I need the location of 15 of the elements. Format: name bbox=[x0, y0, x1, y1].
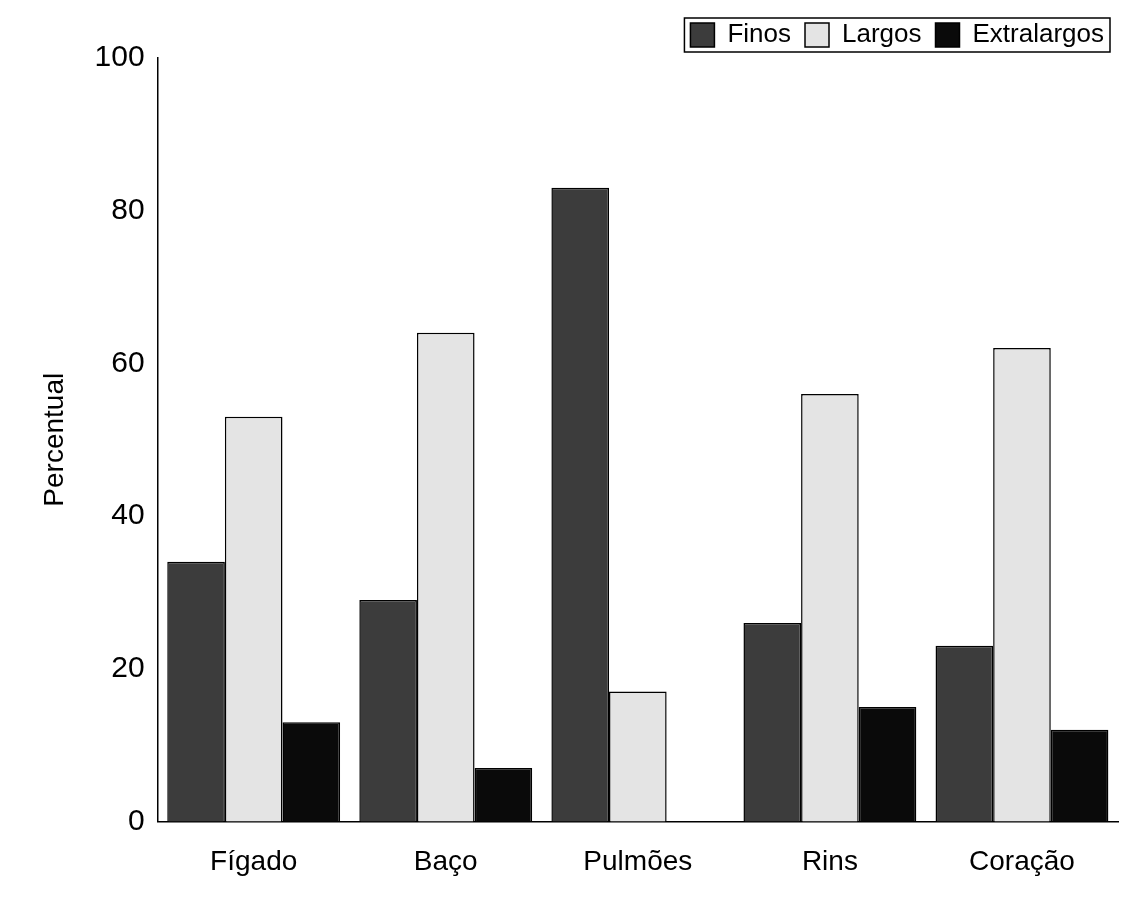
y-tick-label: 60 bbox=[111, 344, 145, 378]
legend-label: Finos bbox=[727, 18, 791, 49]
legend-label: Extralargos bbox=[972, 18, 1104, 49]
y-tick-label: 80 bbox=[111, 191, 145, 225]
x-tick-label: Rins bbox=[801, 844, 858, 876]
y-tick-label: 0 bbox=[127, 802, 145, 836]
y-tick-label: 40 bbox=[111, 497, 145, 531]
y-axis-title: Percentual bbox=[37, 372, 69, 507]
x-tick-label: Pulmões bbox=[583, 844, 693, 876]
legend-label: Largos bbox=[842, 18, 922, 49]
x-tick-label: Fígado bbox=[210, 844, 298, 876]
x-tick-label: Baço bbox=[413, 844, 478, 876]
y-tick-label: 20 bbox=[111, 649, 145, 683]
y-tick-label: 100 bbox=[94, 39, 145, 73]
x-tick-label: Coração bbox=[969, 844, 1075, 876]
